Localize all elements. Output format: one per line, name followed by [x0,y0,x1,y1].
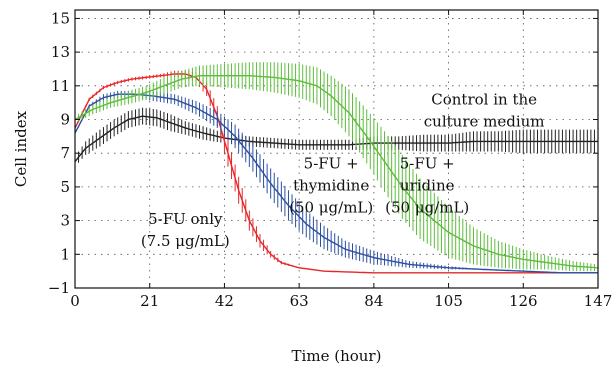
series-line [74,75,599,269]
annotation-line: 5-FU + [400,154,455,172]
annotation-line: (7.5 μg/mL) [141,232,230,250]
y-tick-label: −1 [48,279,70,297]
annotation-line: (50 μg/mL) [385,198,469,216]
annotation-2: 5-FU + uridine (50 μg/mL) [385,154,469,216]
y-tick-label: 15 [51,9,70,27]
y-tick-label: 1 [60,245,70,263]
y-tick-label: 9 [60,111,70,129]
x-tick-label: 105 [434,292,463,310]
annotation-line: thymidine [293,176,369,194]
annotation-line: 5-FU + [304,154,359,172]
series-line [74,115,598,163]
y-tick-label: 5 [60,178,70,196]
annotation-line: Control in the [431,90,537,108]
x-tick-label: 84 [364,292,383,310]
x-tick-label: 0 [70,292,80,310]
annotation-1: 5-FU + thymidine (50 μg/mL) [289,154,373,216]
annotation-0: Control in the culture medium [424,90,545,130]
series-layer [74,62,599,274]
x-tick-label: 147 [584,292,613,310]
x-tick-label: 126 [509,292,538,310]
series-3 [74,62,599,272]
plot-frame [74,9,599,289]
annotation-line: 5-FU only [148,210,223,228]
y-axis-title: Cell index [12,110,30,187]
x-tick-label: 42 [215,292,234,310]
x-tick-label: 21 [140,292,159,310]
annotation-line: culture medium [424,112,545,130]
x-tick-label: 63 [290,292,309,310]
series-line [74,73,598,274]
series-line [74,93,598,274]
annotation-line: uridine [400,176,455,194]
y-tick-label: 7 [60,144,70,162]
series-2 [74,90,598,274]
annotation-line: (50 μg/mL) [289,198,373,216]
y-tick-label: 3 [60,212,70,230]
annotation-3: 5-FU only (7.5 μg/mL) [141,210,230,250]
x-axis-title: Time (hour) [292,347,382,365]
annotations: Control in the culture medium 5-FU + thymid… [141,90,545,250]
y-tick-label: 13 [51,43,70,61]
y-tick-label: 11 [51,77,70,95]
series-0 [74,107,599,167]
